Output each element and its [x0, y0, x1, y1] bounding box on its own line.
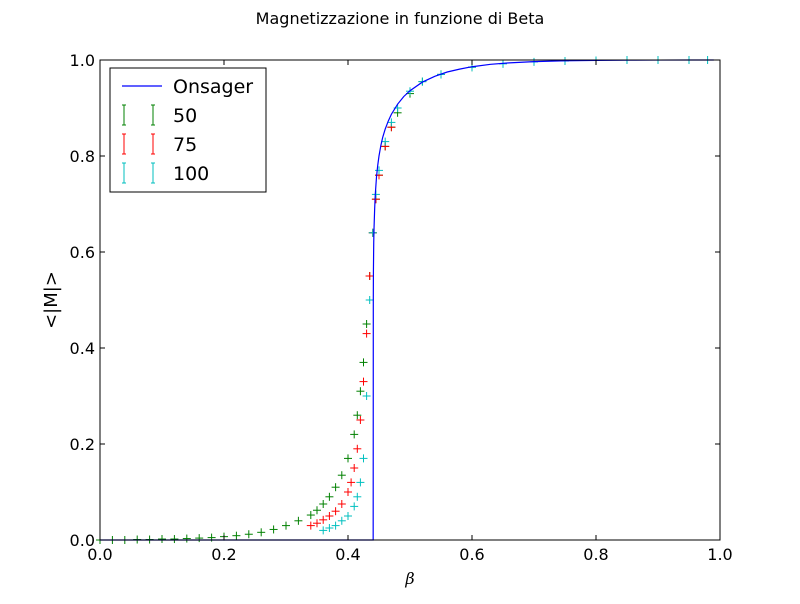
point-series-100 [353, 492, 362, 501]
point-series-50 [359, 358, 368, 367]
point-series-75 [356, 416, 365, 424]
point-series-75 [359, 377, 368, 386]
x-tick-label: 0.4 [335, 545, 360, 564]
legend-label: 50 [173, 105, 197, 127]
point-series-100 [375, 166, 383, 175]
legend-label: 75 [173, 134, 197, 156]
point-series-100 [359, 454, 368, 463]
legend-label: Onsager [173, 76, 253, 98]
point-series-50 [356, 387, 365, 396]
point-series-50 [313, 506, 321, 515]
legend: Onsager 50 75 100 [109, 67, 267, 193]
point-series-75 [362, 329, 371, 338]
legend-entry-onsager: Onsager [122, 76, 253, 98]
point-series-75 [337, 500, 346, 508]
point-series-75 [319, 515, 328, 524]
point-series-75 [331, 507, 340, 516]
point-series-75 [313, 519, 321, 528]
legend-box [109, 67, 267, 193]
point-series-100 [381, 137, 390, 146]
point-series-75 [306, 521, 315, 530]
point-series-75 [347, 478, 356, 487]
y-tick-label: 0.0 [70, 531, 95, 550]
point-series-100 [319, 526, 328, 535]
y-tick-label: 0.2 [70, 435, 95, 454]
y-tick-label: 0.8 [70, 147, 95, 166]
point-series-50 [282, 521, 290, 530]
point-series-50 [325, 492, 334, 501]
point-series-75 [353, 444, 362, 453]
chart-title: Magnetizzazione in funzione di Beta [256, 9, 545, 28]
point-series-50 [170, 535, 179, 544]
point-series-50 [294, 516, 303, 525]
point-series-100 [331, 521, 340, 530]
point-series-100 [365, 296, 374, 304]
y-tick-label: 1.0 [70, 51, 95, 70]
legend-label: 100 [173, 163, 209, 185]
ticks-layer: 0.0 0.2 0.4 0.6 0.8 1.0 0.0 0.2 0.4 0.6 0.8 1.0 [70, 51, 733, 564]
point-series-100 [344, 512, 352, 520]
point-series-75 [325, 512, 334, 520]
x-tick-label: 0.6 [459, 545, 484, 564]
point-series-100 [387, 118, 396, 127]
point-series-50 [232, 531, 241, 540]
point-series-75 [344, 488, 352, 496]
point-series-50 [331, 483, 340, 492]
point-series-50 [244, 530, 253, 539]
y-tick-label: 0.4 [70, 339, 95, 358]
point-series-100 [368, 228, 377, 237]
point-series-100 [350, 502, 359, 511]
legend-entry-100: 100 [122, 162, 209, 185]
x-axis-label: β [404, 569, 414, 588]
point-series-100 [325, 524, 334, 532]
y-tick-label: 0.6 [70, 243, 95, 262]
point-series-50 [344, 454, 352, 463]
point-series-50 [182, 534, 191, 543]
point-series-50 [337, 471, 346, 480]
legend-entry-75: 75 [122, 133, 197, 156]
x-tick-label: 0.8 [583, 545, 608, 564]
point-series-75 [350, 464, 359, 472]
point-series-50 [319, 500, 328, 508]
point-series-50 [257, 528, 266, 537]
point-series-50 [269, 525, 278, 534]
point-series-50 [158, 535, 166, 544]
series-line-onsager [100, 59, 714, 541]
x-tick-label: 1.0 [707, 545, 732, 564]
plot-frame [99, 59, 721, 541]
point-series-100 [337, 516, 346, 525]
point-series-50 [353, 411, 362, 420]
point-series-75 [365, 272, 374, 280]
point-series-100 [356, 478, 365, 487]
x-tick-label: 0.0 [87, 545, 112, 564]
point-series-50 [362, 320, 371, 328]
legend-entry-50: 50 [122, 104, 197, 127]
point-series-50 [306, 511, 315, 520]
x-tick-label: 0.2 [211, 545, 236, 564]
y-axis-label: <|M|> [41, 271, 62, 329]
point-series-100 [362, 392, 371, 400]
point-series-50 [195, 534, 204, 543]
point-series-50 [350, 430, 359, 439]
